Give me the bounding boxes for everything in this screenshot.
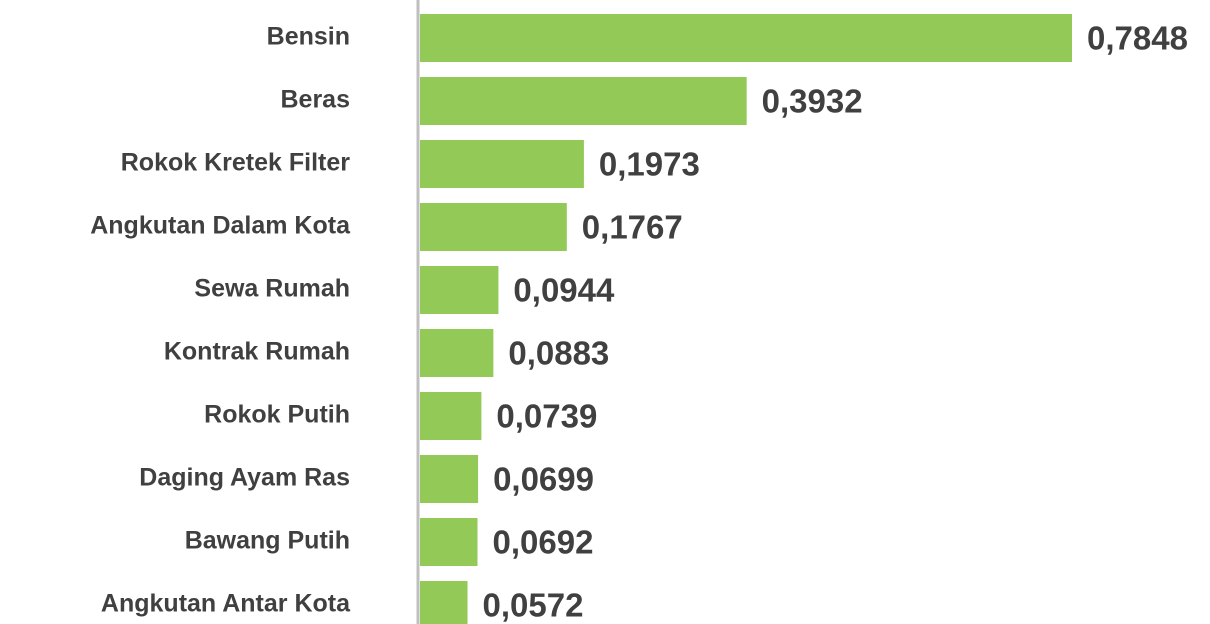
- bar: [420, 329, 494, 377]
- bar: [420, 392, 482, 440]
- category-label: Rokok Putih: [204, 401, 350, 429]
- value-label: 0,0739: [496, 398, 597, 435]
- category-label: Sewa Rumah: [194, 275, 350, 303]
- bar: [420, 14, 1072, 62]
- bar: [420, 266, 499, 314]
- bar: [420, 140, 584, 188]
- value-label: 0,1973: [599, 146, 700, 183]
- value-label: 0,7848: [1087, 20, 1188, 57]
- value-label: 0,3932: [762, 83, 863, 120]
- value-label: 0,0572: [483, 587, 584, 624]
- category-label: Bensin: [267, 23, 350, 51]
- bar: [420, 455, 479, 503]
- value-label: 0,1767: [582, 209, 683, 246]
- bar: [420, 518, 478, 566]
- category-label: Rokok Kretek Filter: [121, 149, 351, 177]
- bar: [420, 581, 468, 624]
- value-label: 0,0944: [513, 272, 615, 309]
- category-label: Daging Ayam Ras: [139, 464, 350, 492]
- value-label: 0,0699: [493, 461, 594, 498]
- value-label: 0,0692: [492, 524, 593, 561]
- category-label: Angkutan Dalam Kota: [90, 212, 351, 240]
- category-label: Angkutan Antar Kota: [101, 590, 351, 618]
- bar: [420, 77, 747, 125]
- category-label: Beras: [281, 86, 351, 114]
- category-label: Bawang Putih: [185, 527, 350, 555]
- bar: [420, 203, 567, 251]
- value-label: 0,0883: [508, 335, 609, 372]
- category-label: Kontrak Rumah: [164, 338, 350, 366]
